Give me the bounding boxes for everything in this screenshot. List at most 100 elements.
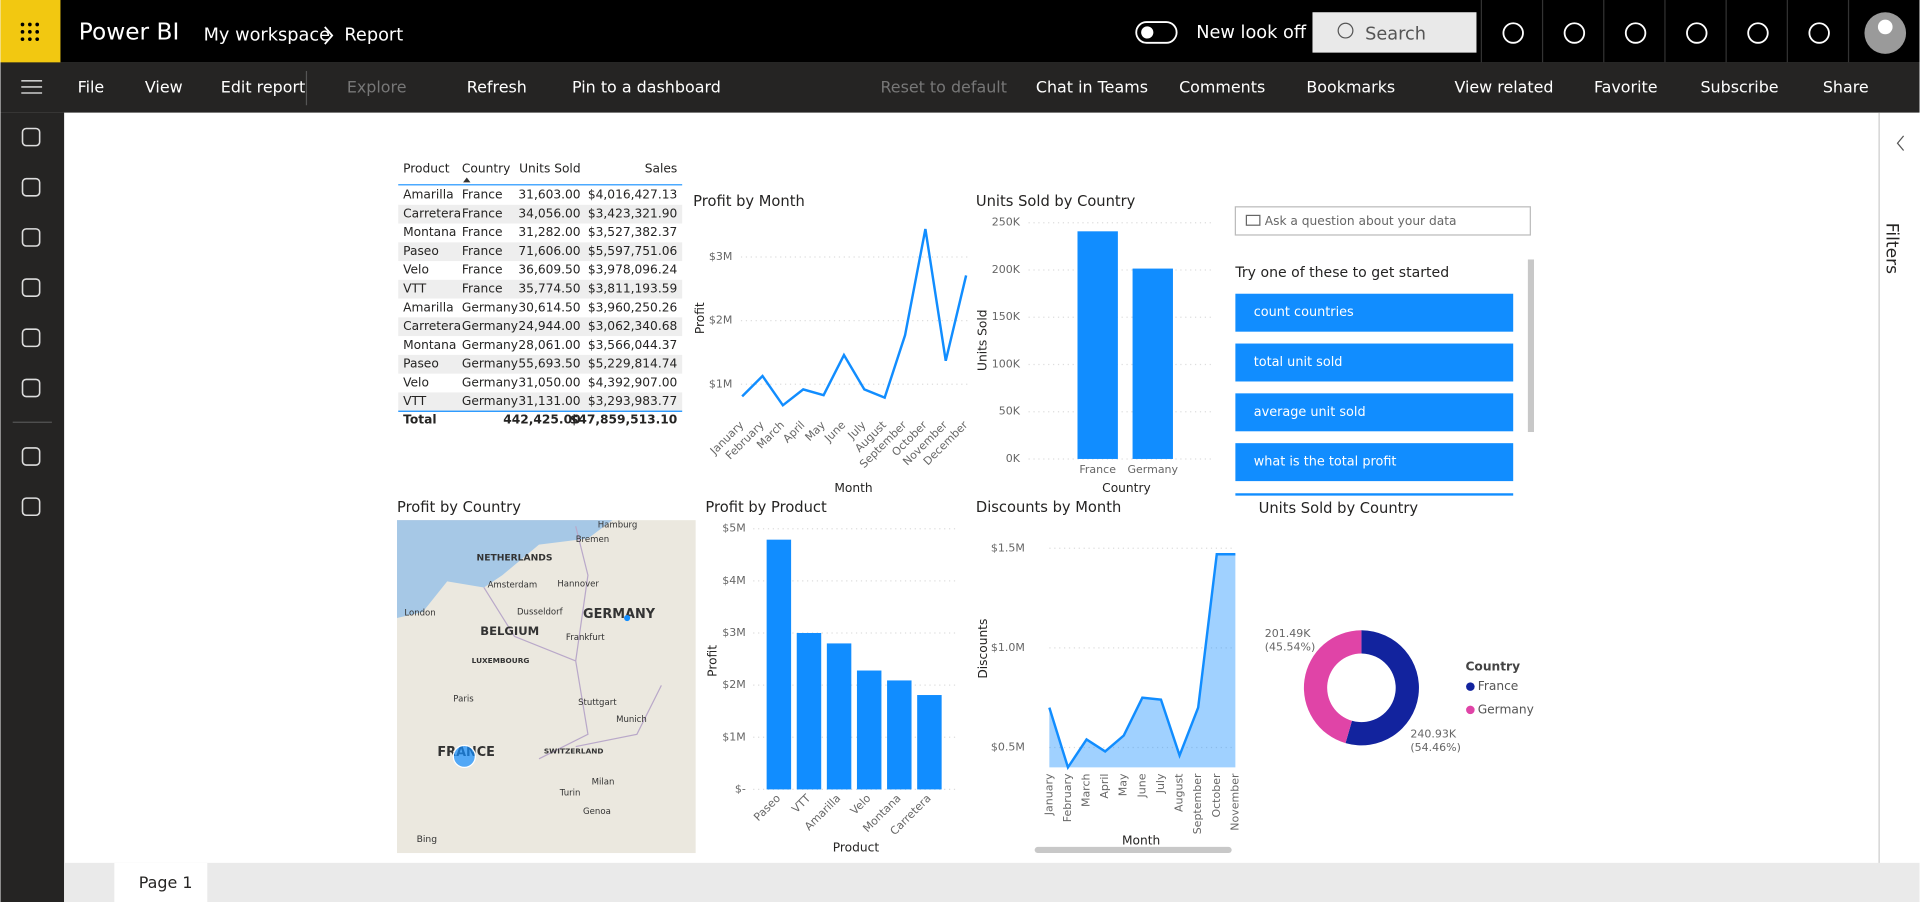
- toolbar-button[interactable]: Share: [1823, 78, 1869, 97]
- nav-icon[interactable]: [21, 278, 41, 297]
- page-tab[interactable]: Page 1: [139, 873, 193, 892]
- total-cell: $47,859,513.10: [570, 412, 677, 426]
- y-tick-label: $2M: [722, 678, 746, 691]
- header-icon[interactable]: [1624, 22, 1647, 44]
- table-cell: 36,609.50: [518, 263, 580, 277]
- breadcrumb[interactable]: My workspace: [204, 25, 330, 45]
- table-cell: Germany: [462, 319, 518, 333]
- page-tab-bg[interactable]: [114, 862, 208, 902]
- toolbar-button[interactable]: View related: [1454, 78, 1553, 97]
- bar[interactable]: [856, 670, 882, 790]
- chart-title: Profit by Country: [397, 499, 521, 516]
- y-tick-label: 0K: [1006, 452, 1021, 465]
- toolbar-button[interactable]: Comments: [1179, 78, 1265, 97]
- launcher-dot: [35, 22, 40, 27]
- toolbar-button[interactable]: Explore: [347, 78, 407, 97]
- column-header[interactable]: Units Sold: [519, 161, 581, 175]
- suggestion-button[interactable]: [1235, 443, 1514, 482]
- table-cell: $5,597,751.06: [588, 244, 677, 258]
- toolbar-button[interactable]: Edit report: [221, 78, 305, 97]
- map-sea: [397, 520, 613, 619]
- y-tick-label: $1M: [709, 377, 733, 390]
- x-tick-label: April: [1098, 773, 1111, 798]
- suggestion-button[interactable]: [1235, 393, 1514, 432]
- search-placeholder[interactable]: Search: [1365, 24, 1426, 44]
- launcher-dot: [20, 37, 25, 41]
- table-cell: VTT: [403, 394, 427, 408]
- table-cell: Velo: [403, 375, 429, 389]
- header-icon[interactable]: [1747, 22, 1769, 44]
- toolbar-button[interactable]: File: [78, 78, 105, 97]
- map-label: Frankfurt: [566, 633, 605, 643]
- nav-icon[interactable]: [21, 328, 41, 348]
- scrollbar[interactable]: [1034, 846, 1232, 854]
- y-axis-title: Units Sold: [976, 309, 990, 371]
- qna-input[interactable]: [1234, 206, 1531, 236]
- header-icon[interactable]: [1808, 22, 1830, 44]
- bar[interactable]: [917, 695, 942, 790]
- launcher-dot: [28, 37, 32, 41]
- bar[interactable]: [1132, 268, 1173, 459]
- suggestion-text[interactable]: average unit sold: [1254, 405, 1366, 420]
- search-box[interactable]: [1312, 12, 1477, 53]
- x-tick-label: July: [1154, 773, 1167, 794]
- column-header[interactable]: Product: [403, 161, 450, 175]
- table-cell: 31,282.00: [518, 225, 580, 239]
- y-tick-label: $0.5M: [991, 740, 1025, 753]
- nav-icon[interactable]: [21, 378, 41, 398]
- table-cell: 24,944.00: [518, 319, 580, 333]
- nav-icon[interactable]: [21, 497, 41, 517]
- x-tick-label: VTT: [789, 792, 813, 816]
- header-icon[interactable]: [1686, 22, 1708, 44]
- bar[interactable]: [887, 680, 912, 790]
- map-bubble[interactable]: [452, 744, 476, 768]
- map-label: London: [404, 609, 435, 619]
- bar[interactable]: [826, 643, 852, 790]
- header-icon[interactable]: [1502, 22, 1524, 44]
- table-cell: $3,960,250.26: [588, 300, 677, 314]
- legend-entry[interactable]: Germany: [1478, 702, 1534, 716]
- qna-placeholder: Ask a question about your data: [1265, 214, 1457, 228]
- bar[interactable]: [796, 632, 822, 790]
- bar[interactable]: [1077, 231, 1118, 459]
- toolbar-button[interactable]: Bookmarks: [1306, 78, 1395, 97]
- suggestion-text[interactable]: what is the total profit: [1254, 455, 1397, 470]
- chart-title: Profit by Product: [705, 499, 827, 516]
- toolbar-button[interactable]: Reset to default: [880, 78, 1006, 97]
- table-cell: France: [462, 206, 503, 220]
- suggestion-text[interactable]: total unit sold: [1254, 355, 1343, 370]
- suggestion-button[interactable]: [1235, 343, 1514, 382]
- toolbar-button[interactable]: Subscribe: [1700, 78, 1778, 97]
- toolbar-button[interactable]: Refresh: [467, 78, 527, 97]
- collapse-icon: [1896, 135, 1905, 151]
- header-icon[interactable]: [1563, 22, 1586, 44]
- column-header[interactable]: Country: [462, 161, 511, 175]
- map-bubble[interactable]: [624, 615, 631, 622]
- toolbar-button[interactable]: Pin to a dashboard: [572, 78, 721, 97]
- map-border: [483, 526, 662, 760]
- toolbar-button[interactable]: Favorite: [1594, 78, 1658, 97]
- legend-entry[interactable]: France: [1478, 679, 1519, 693]
- y-tick-label: $3M: [709, 250, 733, 263]
- toolbar-button[interactable]: Chat in Teams: [1036, 78, 1148, 97]
- map-label: Stuttgart: [578, 698, 617, 708]
- x-tick-label: September: [1191, 773, 1204, 834]
- nav-icon[interactable]: [21, 228, 41, 247]
- nav-icon[interactable]: [21, 447, 41, 466]
- map-label: Genoa: [583, 807, 611, 817]
- toolbar-button[interactable]: View: [145, 78, 183, 97]
- table-cell: 71,606.00: [518, 244, 580, 258]
- table-cell: Germany: [462, 375, 518, 389]
- table-cell: Germany: [462, 300, 518, 314]
- x-tick-label: May: [803, 418, 829, 444]
- nav-icon[interactable]: [21, 127, 41, 147]
- suggestion-text[interactable]: count countries: [1254, 305, 1354, 320]
- suggestion-button[interactable]: [1235, 293, 1514, 332]
- bar[interactable]: [766, 539, 792, 790]
- filters-pane[interactable]: Filters: [1881, 223, 1901, 274]
- column-header[interactable]: Sales: [645, 161, 678, 175]
- donut-slice[interactable]: [1345, 630, 1419, 746]
- donut-slice[interactable]: [1303, 630, 1362, 744]
- toggle[interactable]: [1135, 21, 1178, 44]
- nav-icon[interactable]: [21, 177, 41, 197]
